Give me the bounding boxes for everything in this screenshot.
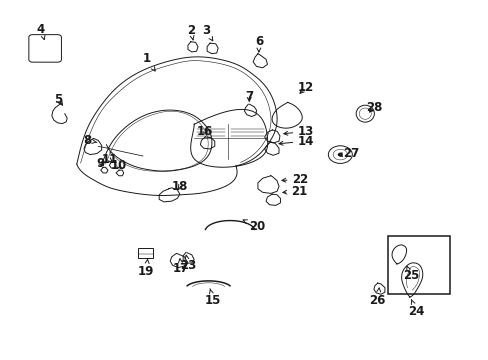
Text: 6: 6 [254, 35, 263, 52]
Text: 28: 28 [365, 101, 381, 114]
Text: 14: 14 [279, 135, 314, 148]
Text: 4: 4 [37, 23, 45, 40]
Text: 23: 23 [180, 255, 196, 272]
Text: 26: 26 [369, 288, 385, 307]
Text: 19: 19 [138, 259, 154, 278]
Bar [387, 237, 448, 294]
Text: 21: 21 [282, 185, 307, 198]
Bar [138, 248, 153, 258]
Text: 9: 9 [97, 157, 104, 170]
Text: 13: 13 [283, 125, 314, 138]
Text: 3: 3 [202, 24, 212, 41]
Text: 24: 24 [407, 300, 424, 318]
Text: 22: 22 [281, 173, 308, 186]
Text: 10: 10 [111, 159, 127, 172]
Text: 11: 11 [101, 153, 117, 166]
Text: 2: 2 [186, 24, 195, 40]
Circle shape [337, 153, 342, 156]
Text: 20: 20 [243, 220, 265, 233]
Text: 15: 15 [205, 289, 221, 307]
Text: 25: 25 [402, 266, 419, 283]
Text: 5: 5 [54, 93, 62, 106]
Text: 27: 27 [338, 147, 358, 160]
Text: 12: 12 [297, 81, 313, 94]
Text: 7: 7 [244, 90, 253, 103]
Text: 1: 1 [142, 52, 155, 71]
Text: 8: 8 [83, 134, 97, 147]
Text: 16: 16 [197, 125, 213, 138]
Text: 17: 17 [173, 259, 189, 275]
Text: 18: 18 [171, 180, 188, 193]
